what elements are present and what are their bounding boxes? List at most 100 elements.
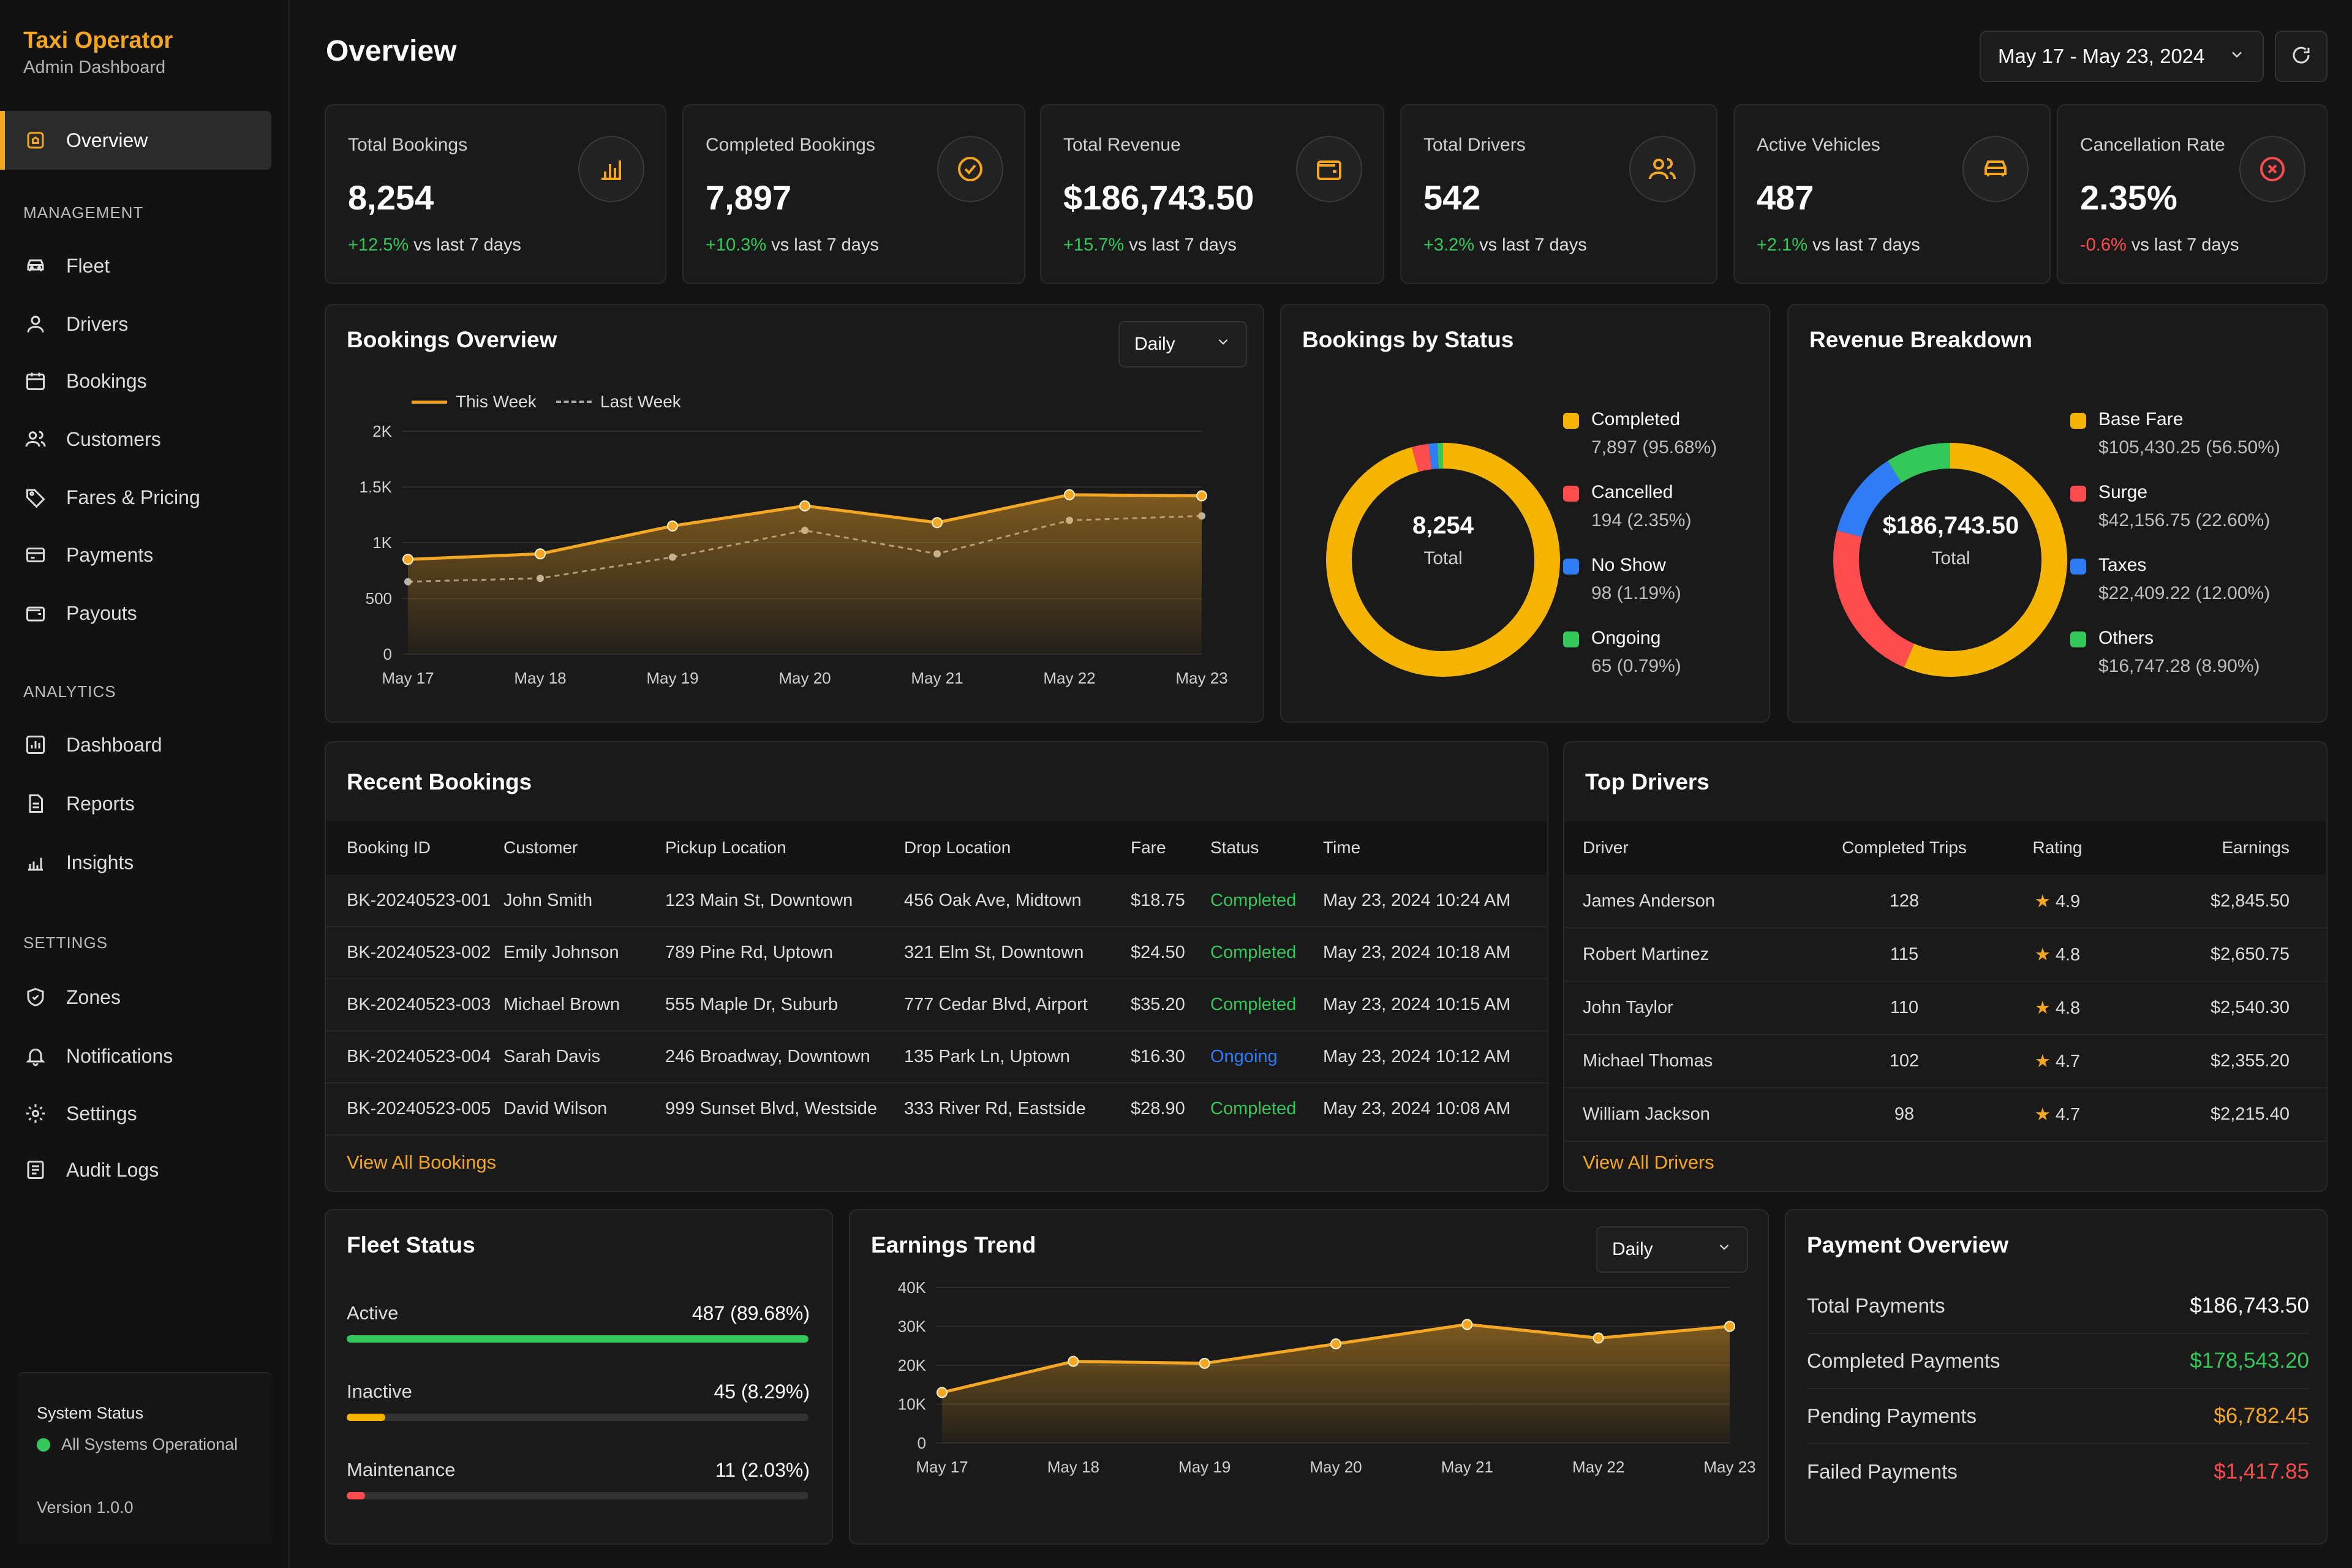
kpi-card-completed-bookings: Completed Bookings 7,897 +10.3% vs last … <box>682 104 1025 284</box>
period-select[interactable]: Daily <box>1596 1226 1748 1273</box>
data-point <box>535 548 546 560</box>
table-row[interactable]: BK-20240523-001 John Smith 123 Main St, Do… <box>326 875 1547 927</box>
sidebar-item-label: Notifications <box>66 1044 173 1067</box>
table-row[interactable]: BK-20240523-003 Michael Brown 555 Maple Dr… <box>326 979 1547 1031</box>
sidebar-item-reports[interactable]: Reports <box>0 774 271 833</box>
sidebar-item-label: Dashboard <box>66 733 162 756</box>
sidebar-item-fares-pricing[interactable]: Fares & Pricing <box>0 468 271 527</box>
sidebar-item-customers[interactable]: Customers <box>0 410 271 469</box>
legend-label: Completed <box>1591 409 1681 429</box>
donut-center: $186,743.50 Total <box>1825 512 2076 569</box>
sidebar-item-payouts[interactable]: Payouts <box>0 584 271 643</box>
table-cell: 135 Park Ln, Uptown <box>904 1047 1070 1066</box>
home-icon <box>23 128 48 153</box>
table-row[interactable]: BK-20240523-002 Emily Johnson 789 Pine Rd,… <box>326 927 1547 979</box>
legend-label: This Week <box>456 392 537 411</box>
fleet-row-label: Inactive <box>347 1381 412 1402</box>
legend-label: Ongoing <box>1591 628 1661 648</box>
column-header: Drop Location <box>904 838 1011 857</box>
table-cell: Completed <box>1210 943 1297 962</box>
data-point <box>1196 490 1207 502</box>
table-cell: Completed <box>1210 890 1297 910</box>
data-point <box>1330 1338 1341 1350</box>
report-icon <box>23 791 48 816</box>
kpi-value: 487 <box>1757 178 1814 217</box>
sidebar-item-audit-logs[interactable]: Audit Logs <box>0 1140 271 1199</box>
sidebar-item-drivers[interactable]: Drivers <box>0 295 271 353</box>
y-tick-label: 2K <box>372 422 392 440</box>
sidebar-item-payments[interactable]: Payments <box>0 526 271 584</box>
view-all-bookings-link[interactable]: View All Bookings <box>347 1152 497 1173</box>
star-icon: ★ <box>2034 945 2051 965</box>
bookings-by-status-card: Bookings by Status 8,254 Total Completed… <box>1280 304 1770 723</box>
table-cell: 555 Maple Dr, Suburb <box>665 995 839 1014</box>
sidebar-item-notifications[interactable]: Notifications <box>0 1027 271 1085</box>
payment-row: Failed Payments $1,417.85 <box>1807 1444 2309 1499</box>
table-cell: 456 Oak Ave, Midtown <box>904 890 1082 910</box>
table-row[interactable]: James Anderson 128 ★ 4.9 $2,845.50 <box>1564 875 2326 928</box>
sidebar-item-settings[interactable]: Settings <box>0 1084 271 1143</box>
donut-slice <box>1411 443 1432 472</box>
period-select-value: Daily <box>1134 334 1175 354</box>
column-header: Fare <box>1131 838 1166 857</box>
kpi-delta-value: +15.7% <box>1063 235 1125 255</box>
table-row[interactable]: Michael Thomas 102 ★ 4.7 $2,355.20 <box>1564 1035 2326 1088</box>
users-icon <box>1629 136 1695 202</box>
refresh-button[interactable] <box>2275 31 2328 82</box>
date-range-label: May 17 - May 23, 2024 <box>1998 45 2205 67</box>
payment-label: Total Payments <box>1807 1294 1945 1317</box>
table-row[interactable]: John Taylor 110 ★ 4.8 $2,540.30 <box>1564 981 2326 1035</box>
legend-label: Cancelled <box>1591 482 1673 502</box>
table-cell: Completed <box>1210 1099 1297 1118</box>
kpi-card-active-vehicles: Active Vehicles 487 +2.1% vs last 7 days <box>1733 104 2051 284</box>
sidebar-item-insights[interactable]: Insights <box>0 833 271 892</box>
data-point <box>1461 1319 1473 1330</box>
sidebar-item-fleet[interactable]: Fleet <box>0 236 271 295</box>
sidebar-item-bookings[interactable]: Bookings <box>0 352 271 410</box>
sidebar-item-dashboard[interactable]: Dashboard <box>0 715 271 774</box>
kpi-delta: +15.7% vs last 7 days <box>1063 235 1237 255</box>
date-range-picker[interactable]: May 17 - May 23, 2024 <box>1980 31 2264 82</box>
kpi-value: 7,897 <box>706 178 792 217</box>
card-title: Bookings Overview <box>347 327 557 352</box>
y-tick-label: 40K <box>898 1278 927 1297</box>
legend-value: $16,747.28 (8.90%) <box>2098 656 2260 676</box>
table-cell: 123 Main St, Downtown <box>665 890 853 910</box>
y-tick-label: 20K <box>898 1356 927 1374</box>
kpi-delta: +3.2% vs last 7 days <box>1423 235 1587 255</box>
star-icon: ★ <box>2034 1052 2051 1071</box>
table-row[interactable]: Robert Martinez 115 ★ 4.8 $2,650.75 <box>1564 928 2326 981</box>
table-row[interactable]: William Jackson 98 ★ 4.7 $2,215.40 <box>1564 1088 2326 1141</box>
brand: Taxi Operator Admin Dashboard <box>23 27 173 78</box>
period-select[interactable]: Daily <box>1118 321 1247 368</box>
bookings-status-donut <box>1326 443 1560 677</box>
column-header: Completed Trips <box>1842 838 1967 857</box>
kpi-label: Total Revenue <box>1063 135 1181 155</box>
table-row[interactable]: BK-20240523-005 David Wilson 999 Sunset Bl… <box>326 1083 1547 1135</box>
refresh-icon <box>2290 44 2312 69</box>
column-header: Status <box>1210 838 1259 857</box>
sidebar-item-overview[interactable]: Overview <box>0 111 271 170</box>
sidebar-item-zones[interactable]: Zones <box>0 968 271 1027</box>
version-label: Version 1.0.0 <box>37 1498 134 1517</box>
kpi-delta: +12.5% vs last 7 days <box>348 235 521 255</box>
driver-name: James Anderson <box>1583 891 1716 911</box>
table-cell: John Smith <box>503 890 593 910</box>
column-header: Booking ID <box>347 838 431 857</box>
view-all-drivers-link[interactable]: View All Drivers <box>1583 1152 1714 1173</box>
section-heading-settings: SETTINGS <box>23 933 108 952</box>
x-tick-label: May 21 <box>1441 1458 1493 1476</box>
y-tick-label: 1.5K <box>360 478 393 496</box>
payment-value: $178,543.20 <box>2190 1349 2309 1373</box>
table-row[interactable]: BK-20240523-004 Sarah Davis 246 Broadway, … <box>326 1031 1547 1083</box>
table-cell: May 23, 2024 10:08 AM <box>1323 1099 1511 1118</box>
card-title: Fleet Status <box>347 1232 475 1257</box>
legend-label: Taxes <box>2098 555 2147 575</box>
star-icon: ★ <box>2034 891 2051 911</box>
x-circle-icon <box>2239 136 2305 202</box>
table-cell: $24.50 <box>1131 943 1185 962</box>
rating-value: 4.8 <box>2055 945 2081 965</box>
recent-bookings-card: Recent Bookings Booking ID Customer Pick… <box>325 741 1548 1192</box>
payment-row: Pending Payments $6,782.45 <box>1807 1389 2309 1444</box>
rating-cell: ★ 4.7 <box>1987 1088 2128 1141</box>
